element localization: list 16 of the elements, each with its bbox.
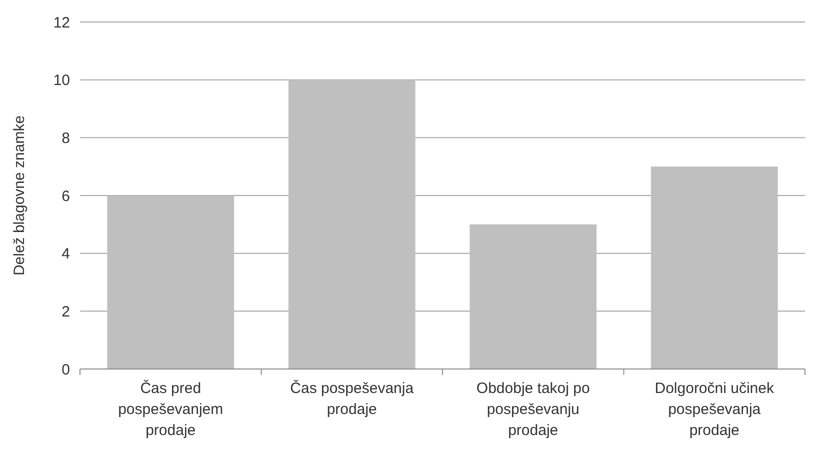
y-axis-title: Delež blagovne znamke	[11, 115, 28, 276]
y-tick-label: 2	[62, 303, 70, 320]
y-tick-label: 12	[53, 14, 70, 32]
bar	[650, 166, 778, 369]
x-tick-label: Dolgoročni učinek pospeševanja prodaje	[654, 380, 774, 439]
y-tick-label: 0	[62, 361, 70, 378]
bar	[288, 80, 416, 369]
y-tick-label: 4	[62, 246, 70, 263]
bar	[107, 196, 234, 369]
x-tick-label: Obdobje takoj po pospeševanju prodaje	[476, 380, 590, 439]
x-tick-label: Čas pred pospeševanjem prodaje	[118, 379, 224, 439]
x-tick-label: Čas pospeševanja prodaje	[290, 379, 414, 418]
y-tick-label: 6	[62, 188, 70, 205]
y-tick-label: 10	[53, 72, 70, 90]
y-tick-label: 8	[62, 130, 70, 147]
bar	[470, 224, 597, 369]
